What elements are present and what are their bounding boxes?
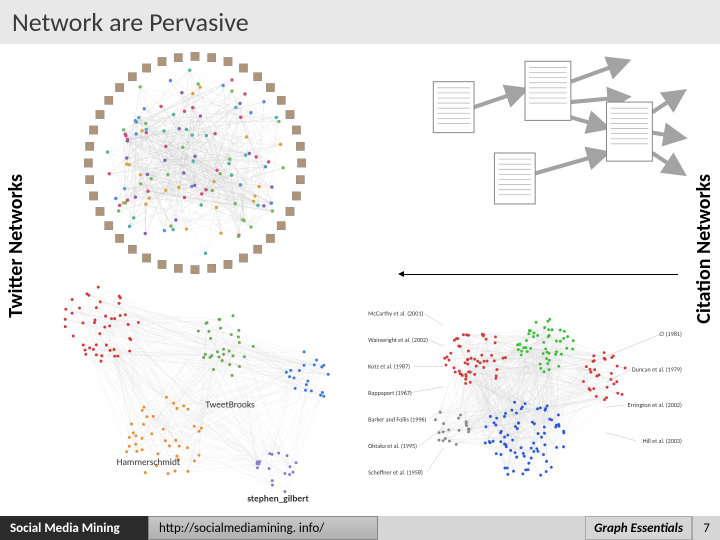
svg-text:Wainwright et al. (2002): Wainwright et al. (2002) (368, 336, 428, 344)
footer-course-title: Social Media Mining (0, 516, 148, 540)
svg-text:Rappaport (1967): Rappaport (1967) (368, 389, 412, 397)
svg-text:Errington et al. (2002): Errington et al. (2002) (628, 401, 682, 409)
svg-text:Duncan et al. (1979): Duncan et al. (1979) (632, 366, 682, 374)
timeline-arrow-line (402, 274, 678, 275)
panel-twitter-ego: TweetBrooks Hammerschmidt stephen_gilbert (32, 282, 358, 512)
left-vertical-label: Twitter Networks (2, 164, 30, 328)
slide-header: Network are Pervasive (0, 0, 720, 44)
panel-citation-clusters: McCarthy et al. (2001) Wainwright et al. … (362, 282, 688, 512)
svg-text:Hill et al. (2003): Hill et al. (2003) (643, 437, 682, 445)
svg-text:Kotz et al. (1987): Kotz et al. (1987) (368, 362, 410, 370)
slide-footer: Social Media Mining http://socialmediami… (0, 516, 720, 540)
svg-text:∅ (1981): ∅ (1981) (659, 330, 682, 338)
footer-topic: Graph Essentials (585, 516, 692, 540)
svg-text:Ohtaka et al. (1995): Ohtaka et al. (1995) (368, 442, 417, 450)
svg-text:Hammerschmidt: Hammerschmidt (117, 456, 180, 468)
panel-grid: time Oct, 2007 Mar, 2007 Aug, 2006 Jan, … (0, 44, 720, 516)
svg-text:Barker and Follis (1996): Barker and Follis (1996) (368, 415, 426, 423)
footer-page-number: 7 (692, 516, 720, 540)
right-vertical-label: Citation Networks (690, 164, 718, 334)
slide-title: Network are Pervasive (12, 6, 249, 38)
content-area: Twitter Networks Citation Networks time … (0, 44, 720, 516)
timeline-arrow-head-icon (398, 271, 404, 277)
svg-text:Scheffner et al. (1958): Scheffner et al. (1958) (368, 468, 423, 476)
svg-text:TweetBrooks: TweetBrooks (205, 398, 255, 410)
footer-spacer (378, 516, 585, 540)
panel-citation-diagram: time Oct, 2007 Mar, 2007 Aug, 2006 Jan, … (362, 48, 688, 278)
svg-text:stephen_gilbert: stephen_gilbert (247, 493, 309, 505)
svg-text:McCarthy et al. (2001): McCarthy et al. (2001) (368, 310, 423, 318)
panel-twitter-hairball (32, 48, 358, 278)
footer-url: http://socialmediamining. info/ (148, 516, 378, 540)
